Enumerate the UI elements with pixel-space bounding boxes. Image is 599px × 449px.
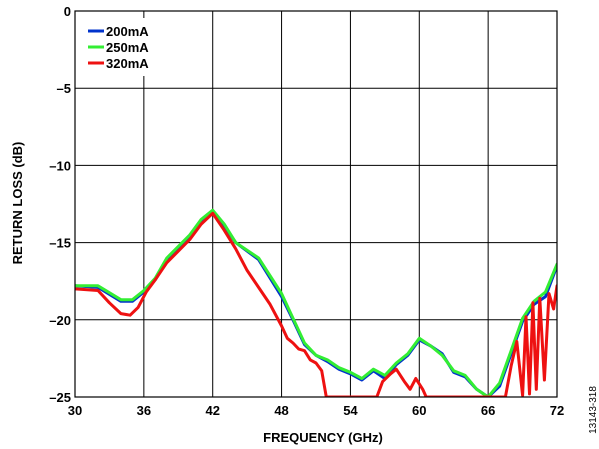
x-tick-label: 48 bbox=[274, 403, 288, 418]
y-tick-label: –20 bbox=[49, 313, 71, 328]
x-tick-label: 66 bbox=[481, 403, 495, 418]
legend-label: 320mA bbox=[106, 56, 149, 71]
x-tick-label: 36 bbox=[137, 403, 151, 418]
x-tick-label: 72 bbox=[550, 403, 564, 418]
y-tick-label: –10 bbox=[49, 158, 71, 173]
y-tick-label: –15 bbox=[49, 236, 71, 251]
y-tick-label: 0 bbox=[64, 4, 71, 19]
y-axis-label: RETURN LOSS (dB) bbox=[10, 142, 25, 265]
series-line-250mA bbox=[75, 208, 557, 397]
series-line-200mA bbox=[75, 210, 557, 397]
tick-labels: 30 36 42 48 54 60 66 72 0 –5 –10 –15 –20 –25 bbox=[49, 4, 564, 418]
series-layer bbox=[75, 208, 557, 397]
x-tick-label: 54 bbox=[343, 403, 358, 418]
x-tick-label: 30 bbox=[68, 403, 82, 418]
legend-label: 250mA bbox=[106, 40, 149, 55]
plot-frame bbox=[74, 10, 558, 398]
legend-label: 200mA bbox=[106, 24, 149, 39]
x-axis-label: FREQUENCY (GHz) bbox=[263, 430, 383, 445]
figure-id: 13143-318 bbox=[588, 386, 599, 434]
y-tick-label: –25 bbox=[49, 390, 71, 405]
y-tick-label: –5 bbox=[57, 81, 71, 96]
x-tick-label: 60 bbox=[412, 403, 426, 418]
x-tick-label: 42 bbox=[205, 403, 219, 418]
series-line-320mA bbox=[75, 211, 557, 397]
